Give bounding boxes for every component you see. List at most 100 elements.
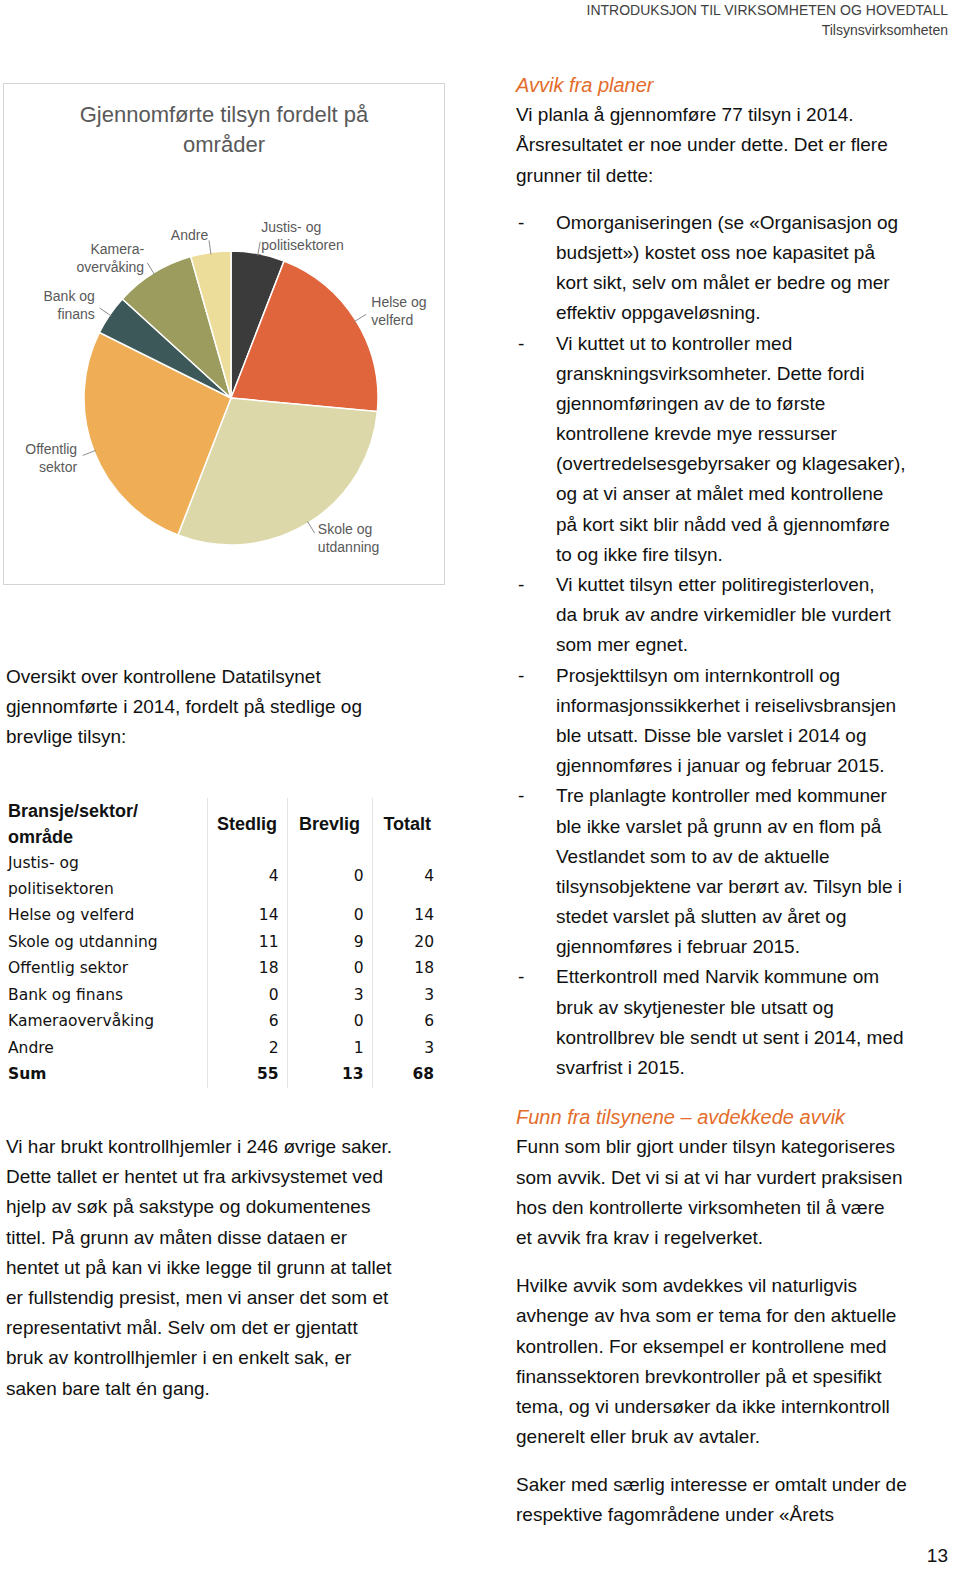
html-text:finanssektoren brevkontroller: finanssektoren brevkontroller på et spes… [516, 1365, 882, 1387]
html-text:3: 3 [353, 985, 364, 1004]
html-text:hjelp av søk på sakstype og do: hjelp av søk på sakstype og dokumentenes [6, 1196, 371, 1218]
html-text:Oversikt over kontrollene Data: Oversikt over kontrollene Datatilsynet [6, 666, 321, 687]
html-text:Brevlig: Brevlig [299, 814, 360, 834]
html-text:avhenge av hva som er tema for: avhenge av hva som er tema for den aktue… [516, 1305, 897, 1327]
html-text:Justis- og politisektoren: Justis- og politisektoren [8, 854, 114, 898]
html-text:bruk av skytjenester ble utsat: bruk av skytjenester ble utsatt og [556, 996, 834, 1018]
svg-text:Skole ogutdanning: Skole ogutdanning [318, 521, 380, 555]
html-text:9: 9 [353, 932, 364, 951]
html-text:14: 14 [414, 906, 434, 925]
html-text:hos den kontrollerte virksomhe: hos den kontrollerte virksomheten til å … [516, 1196, 885, 1218]
html-text:Andre: Andre [8, 1038, 54, 1057]
html-text:effektiv oppgaveløsning.: effektiv oppgaveløsning. [556, 302, 761, 324]
html-text:0: 0 [353, 867, 364, 885]
html-text:Vi kuttet tilsyn etter politir: Vi kuttet tilsyn etter politiregisterlov… [556, 574, 875, 595]
svg-text:Offentligsektor: Offentligsektor [25, 441, 77, 475]
html-text:respektive fagområdene under «: respektive fagområdene under «Årets [516, 1504, 834, 1526]
html-text:som avvik. Det vi si at vi har: som avvik. Det vi si at vi har vurdert p… [516, 1166, 903, 1188]
html-text:generelt eller bruk av avtaler: generelt eller bruk av avtaler. [516, 1426, 760, 1448]
html-text:Gjennomførte tilsyn fordelt på: Gjennomførte tilsyn fordelt på områder [79, 102, 369, 157]
html-text:Vi har brukt kontrollhjemler i: Vi har brukt kontrollhjemler i 246 øvrig… [6, 1136, 393, 1157]
html-text:saken bare talt én gang.: saken bare talt én gang. [6, 1377, 210, 1399]
html-text:kontrollene krevde mye ressurs: kontrollene krevde mye ressurser [556, 423, 837, 445]
html-text:Bransje/sektor/ område: Bransje/sektor/ område [8, 801, 139, 847]
html-text:Hvilke avvik som avdekkes vil: Hvilke avvik som avdekkes vil naturligvi… [516, 1275, 858, 1297]
html-text:Årsresultatet er noe under det: Årsresultatet er noe under dette. Det er… [516, 134, 888, 156]
html-text:brevlige tilsyn:: brevlige tilsyn: [6, 726, 127, 748]
html-text:på kort sikt blir nådd ved å g: på kort sikt blir nådd ved å gjennomføre [556, 513, 890, 535]
html-text:stedet varslet på slutten av å: stedet varslet på slutten av året og [556, 906, 847, 928]
html-text:6: 6 [268, 1012, 279, 1031]
html-text:Stedlig: Stedlig [217, 814, 277, 834]
html-text:0: 0 [268, 985, 279, 1004]
html-text:Dette tallet er hentet ut fra: Dette tallet er hentet ut fra arkivsyste… [6, 1166, 383, 1188]
html-text:18: 18 [414, 959, 434, 978]
html-text:da bruk av andre virkemidler b: da bruk av andre virkemidler ble vurdert [556, 604, 891, 626]
html-text:et avvik fra krav i regelverke: et avvik fra krav i regelverket. [516, 1226, 764, 1248]
html-text:14: 14 [258, 906, 279, 925]
html-text:hentet ut på kan vi ikke legge: hentet ut på kan vi ikke legge til grunn… [6, 1256, 392, 1278]
html-text:Etterkontroll med Narvik kommu: Etterkontroll med Narvik kommune om [556, 966, 880, 988]
html-text:representativt mål. Selv om de: representativt mål. Selv om det er gjent… [6, 1317, 358, 1339]
html-text:20: 20 [414, 932, 434, 951]
html-text:Saker med særlig interesse er: Saker med særlig interesse er omtalt und… [516, 1474, 907, 1496]
html-text:bruk av kontrollhjemler i en e: bruk av kontrollhjemler i en enkelt sak,… [6, 1347, 352, 1369]
html-text:Offentlig sektor: Offentlig sektor [8, 959, 129, 978]
html-text:Tre planlagte kontroller med k: Tre planlagte kontroller med kommuner [556, 785, 887, 807]
html-text:Sum: Sum [8, 1065, 47, 1084]
html-text:55: 55 [256, 1065, 279, 1084]
svg-text:Justis- ogpolitisektoren: Justis- ogpolitisektoren [261, 219, 344, 253]
html-text:svarfrist i 2015.: svarfrist i 2015. [556, 1057, 685, 1078]
html-text:Vi planla å gjennomføre 77 til: Vi planla å gjennomføre 77 tilsyn i 2014… [516, 104, 854, 126]
html-text:tilsynsobjektene var berørt av: tilsynsobjektene var berørt av. Tilsyn b… [556, 875, 902, 897]
html-text:kort sikt, selv om målet er be: kort sikt, selv om målet er bedre og mer [556, 272, 890, 294]
html-text:tema, og vi undersøker da ikke: tema, og vi undersøker da ikke internkon… [516, 1395, 890, 1417]
html-text:to og ikke fire tilsyn.: to og ikke fire tilsyn. [556, 543, 723, 565]
html-text:gjennomførte i 2014, fordelt p: gjennomførte i 2014, fordelt på stedlige… [6, 696, 362, 718]
html-text:som mer egnet.: som mer egnet. [556, 634, 688, 656]
html-text:13: 13 [926, 1545, 948, 1566]
html-text:Vestlandet som to av de aktuel: Vestlandet som to av de aktuelle [556, 845, 830, 867]
html-text:68: 68 [412, 1065, 434, 1084]
html-text:13: 13 [341, 1065, 364, 1084]
html-text:granskningsvirksomheter. Dette: granskningsvirksomheter. Dette fordi [556, 362, 865, 384]
html-text:budsjett») kostet oss noe kapa: budsjett») kostet oss noe kapasitet på [556, 241, 875, 263]
html-text:Kameraovervåking: Kameraovervåking [8, 1012, 155, 1031]
svg-text:Bank ogfinans: Bank ogfinans [44, 288, 95, 322]
html-text:Omorganiseringen (se «Organisa: Omorganiseringen (se «Organisasjon og [556, 211, 899, 233]
html-text:grunner til dette:: grunner til dette: [516, 164, 654, 186]
html-text:Bank og finans: Bank og finans [8, 985, 124, 1004]
html-text:Skole og utdanning: Skole og utdanning [8, 932, 158, 951]
html-text:gjennomføres i februar 2015.: gjennomføres i februar 2015. [556, 936, 800, 958]
svg-text:Helse ogvelferd: Helse ogvelferd [371, 294, 426, 328]
html-text:0: 0 [353, 959, 364, 978]
html-text:og at vi anser at målet med ko: og at vi anser at målet med kontrollene [556, 483, 884, 505]
svg-text:Andre: Andre [171, 227, 209, 243]
html-text:18: 18 [258, 959, 279, 978]
html-text:Prosjekttilsyn om internkontro: Prosjekttilsyn om internkontroll og [556, 664, 841, 686]
html-text:4: 4 [268, 867, 279, 885]
html-text:Funn fra tilsynene – avdekkede: Funn fra tilsynene – avdekkede avvik [516, 1106, 846, 1129]
html-text:ble ikke varslet på grunn av e: ble ikke varslet på grunn av en flom på [556, 815, 882, 837]
html-text:Vi kuttet ut to kontroller med: Vi kuttet ut to kontroller med [556, 332, 793, 354]
html-text:Totalt: Totalt [383, 814, 432, 834]
html-text:0: 0 [353, 906, 364, 925]
html-text:Tilsynsvirksomheten: Tilsynsvirksomheten [821, 22, 948, 38]
html-text:11: 11 [258, 932, 279, 951]
html-text:Funn som blir gjort under tils: Funn som blir gjort under tilsyn kategor… [516, 1136, 896, 1158]
html-text:Avvik fra planer: Avvik fra planer [516, 74, 654, 96]
html-text:tittel. På grunn av måten diss: tittel. På grunn av måten disse dataen e… [6, 1226, 348, 1248]
html-text:er fullstendig presist, men vi: er fullstendig presist, men vi anser det… [6, 1286, 389, 1308]
html-text:ble utsatt. Disse ble varslet: ble utsatt. Disse ble varslet i 2014 og [556, 724, 867, 746]
html-text:informasjonssikkerhet i reisel: informasjonssikkerhet i reiselivsbransje… [556, 694, 896, 716]
html-text:kontrollbrev ble sendt ut sent: kontrollbrev ble sendt ut sent i 2014, m… [556, 1026, 904, 1048]
html-text:gjennomføres i januar og febru: gjennomføres i januar og februar 2015. [556, 755, 885, 777]
html-text:0: 0 [353, 1012, 364, 1031]
html-text:(overtredelsesgebyrsaker og kl: (overtredelsesgebyrsaker og klagesaker), [556, 453, 906, 475]
html-text:Helse og velferd: Helse og velferd [8, 906, 135, 925]
html-text:INTRODUKSJON TIL VIRKSOMHETEN: INTRODUKSJON TIL VIRKSOMHETEN OG HOVEDTA… [586, 2, 948, 18]
html-text:2: 2 [268, 1038, 279, 1057]
svg-text:Kamera-overvåking: Kamera-overvåking [76, 241, 144, 275]
html-text:kontrollen. For eksempel er ko: kontrollen. For eksempel er kontrollene … [516, 1335, 887, 1357]
html-text:gjennomføringen av de to først: gjennomføringen av de to første [556, 392, 826, 414]
